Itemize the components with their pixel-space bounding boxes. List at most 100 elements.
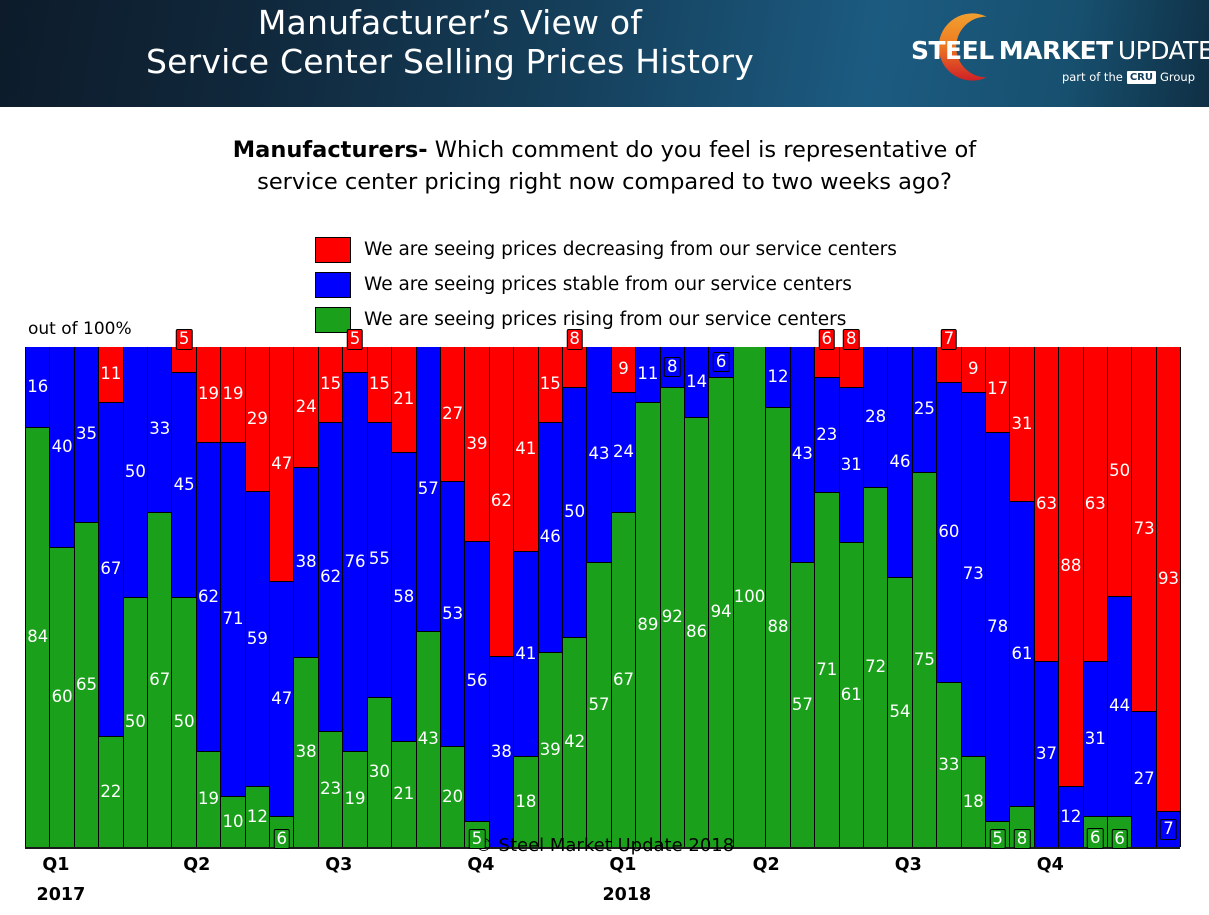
bar-segment-stable: 43 <box>587 347 611 562</box>
chart-bar: 6 23 71 <box>814 329 840 847</box>
bar-value-label: 72 <box>865 657 887 677</box>
bar-segment-stable: 27 <box>1132 711 1156 847</box>
bar-value-label: 73 <box>1133 518 1155 538</box>
bar-segment-decreasing: 62 <box>489 347 514 657</box>
bar-value-label: 63 <box>1084 493 1106 513</box>
question-rest-line1: Which comment do you feel is representat… <box>427 137 977 163</box>
bar-segment-stable: 46 <box>888 347 912 577</box>
bar-value-label: 60 <box>938 522 960 541</box>
bar-value-label: 67 <box>100 559 122 579</box>
bar-value-label: 12 <box>246 806 268 826</box>
bar-value-label: 5 <box>175 329 193 350</box>
bar-segment-stable: 55 <box>367 421 392 697</box>
bar-value-label: 38 <box>295 742 317 762</box>
bar-segment-decreasing: 9 <box>961 347 985 392</box>
bar-segment-rising: 60 <box>50 546 74 847</box>
chart-bar: 5 76 19 <box>342 329 368 848</box>
bar-value-label: 43 <box>588 444 610 464</box>
steel-market-update-logo: STEEL MARKET UPDATE part of the CRU Grou… <box>911 4 1209 102</box>
bar-segment-stable: 50 <box>562 386 587 637</box>
bar-value-label: 15 <box>368 374 390 394</box>
bar-segment-rising: 89 <box>636 401 660 847</box>
bar-segment-stable: 53 <box>440 481 465 747</box>
bar-value-label: 46 <box>539 526 561 546</box>
bar-segment-stable: 16 <box>26 347 50 427</box>
chart-bar: 9 73 18 <box>960 347 986 847</box>
bar-value-label: 23 <box>816 424 838 444</box>
bar-value-label: 39 <box>466 433 488 453</box>
chart-bar: 15 55 30 <box>366 347 393 848</box>
bar-value-label: 8 <box>664 356 681 378</box>
bar-value-label: 15 <box>320 374 342 394</box>
bar-value-label: 5 <box>989 828 1006 849</box>
page-title-line2: Service Center Selling Prices History <box>145 41 755 81</box>
x-axis: Q1 Q2 Q3 Q4 Q1 Q2 Q3 Q4 2017 2018 <box>25 855 1180 915</box>
swoosh-icon <box>938 13 987 81</box>
bar-segment-stable: 37 <box>1034 661 1059 847</box>
bar-segment-decreasing: 47 <box>270 347 294 582</box>
bar-segment-stable: 12 <box>766 347 790 407</box>
bar-value-label: 10 <box>222 811 244 831</box>
chart-bar: 43 57 <box>586 347 612 847</box>
bar-segment-decreasing: 11 <box>99 347 123 402</box>
bar-value-label: 67 <box>149 669 171 689</box>
bar-value-label: 31 <box>1011 413 1033 433</box>
bar-value-label: 18 <box>515 791 537 811</box>
bar-value-label: 8 <box>1013 828 1031 849</box>
bar-segment-decreasing: 63 <box>1034 347 1059 662</box>
bar-value-label: 93 <box>1157 568 1179 588</box>
chart-bar: 8 92 <box>659 347 685 847</box>
bar-value-label: 7 <box>940 329 958 350</box>
bar-segment-stable: 31 <box>1083 660 1107 817</box>
bar-value-label: 5 <box>468 828 486 849</box>
bar-value-label: 47 <box>271 453 293 473</box>
slide-body: Manufacturers- Which comment do you feel… <box>0 107 1209 905</box>
bar-segment-decreasing: 29 <box>245 347 270 492</box>
chart-bar: 33 67 <box>147 347 173 847</box>
chart-bar: 7 60 33 <box>936 329 962 847</box>
bar-value-label: 29 <box>246 408 268 428</box>
axis-quarter-label: Q4 <box>1036 855 1064 875</box>
bar-value-label: 12 <box>1060 806 1082 826</box>
chart-bar: 50 50 <box>122 347 149 847</box>
bar-value-label: 6 <box>818 329 836 350</box>
bar-value-label: 33 <box>938 754 960 774</box>
bar-value-label: 7 <box>1160 819 1177 840</box>
bar-segment-stable: 60 <box>937 381 961 682</box>
bar-segment-rising: 22 <box>99 736 123 847</box>
axis-note: out of 100% <box>28 319 132 339</box>
logo-tagline-suffix: Group <box>1159 70 1195 84</box>
bar-segment-stable: 38 <box>294 466 318 657</box>
bar-segment-rising: 94 <box>709 376 733 847</box>
bar-value-label: 50 <box>173 712 195 732</box>
bar-value-label: 89 <box>637 614 659 634</box>
bar-segment-decreasing: 27 <box>440 347 465 482</box>
bar-value-label: 40 <box>51 436 73 456</box>
bar-value-label: 18 <box>962 791 984 811</box>
bar-segment-stable: 33 <box>148 347 172 512</box>
chart-bar: 41 41 18 <box>513 347 539 848</box>
bar-segment-stable: 73 <box>961 391 985 757</box>
bar-value-label: 56 <box>466 671 488 691</box>
bar-value-label: 84 <box>27 627 49 647</box>
bar-segment-rising: 61 <box>839 542 863 847</box>
logo-tagline-prefix: part of the <box>1061 70 1123 84</box>
bar-value-label: 94 <box>710 602 732 622</box>
bar-segment-stable: 78 <box>985 431 1010 822</box>
bar-segment-stable: 61 <box>1010 501 1034 807</box>
bar-segment-stable: 11 <box>636 347 660 402</box>
bar-segment-stable: 25 <box>912 347 937 472</box>
bar-segment-rising: 33 <box>937 681 961 847</box>
legend-swatch-stable <box>315 271 351 298</box>
bar-value-label: 35 <box>76 424 98 444</box>
bar-segment-stable: 45 <box>172 371 196 597</box>
bar-value-label: 71 <box>222 609 244 629</box>
legend-item-decreasing: We are seeing prices decreasing from our… <box>315 232 897 267</box>
bar-value-label: 41 <box>515 438 537 458</box>
bar-value-label: 38 <box>295 551 317 571</box>
bar-value-label: 41 <box>515 644 537 664</box>
bar-value-label: 62 <box>320 566 342 586</box>
axis-quarter-label: Q2 <box>752 855 780 875</box>
chart-bar: 14 86 <box>683 347 710 847</box>
chart-bar: 47 47 6 <box>269 347 295 849</box>
